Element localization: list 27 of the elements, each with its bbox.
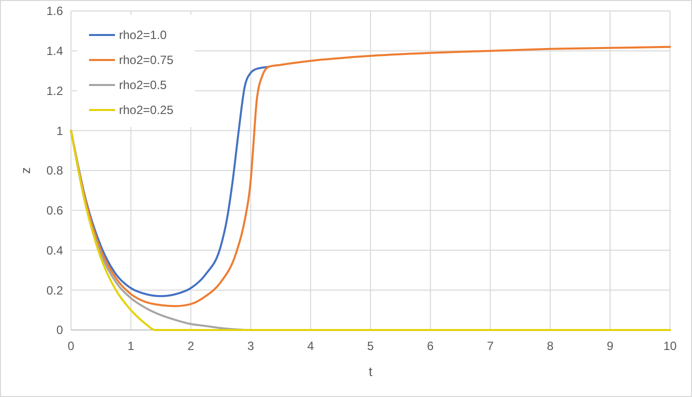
x-tick-label: 3 <box>247 339 254 353</box>
y-tick-label: 0.6 <box>46 204 64 218</box>
y-tick-label: 1.2 <box>46 84 64 98</box>
x-tick-label: 10 <box>663 339 677 353</box>
legend-label: rho2=0.75 <box>119 53 174 68</box>
x-tick-label: 6 <box>427 339 434 353</box>
y-tick-label: 1.4 <box>46 44 64 58</box>
line-series <box>70 46 671 308</box>
x-axis-title: t <box>368 364 373 379</box>
x-tick-label: 2 <box>187 339 194 353</box>
y-tick-label: 0.2 <box>46 283 64 298</box>
x-tick-label: 7 <box>486 339 494 353</box>
x-tick-label: 1 <box>128 339 135 353</box>
x-tick-label: 8 <box>546 339 554 353</box>
legend-label: rho2=0.25 <box>119 103 174 118</box>
x-tick-label: 4 <box>307 339 314 353</box>
x-tick-label: 5 <box>367 339 374 353</box>
y-tick-label: 0.4 <box>46 243 64 258</box>
x-tick-label: 0 <box>68 339 75 353</box>
y-tick-label: 0.8 <box>46 164 64 178</box>
legend-label: rho2=0.5 <box>119 78 168 92</box>
x-tick-label: 9 <box>606 339 614 353</box>
legend-label: rho2=1.0 <box>119 28 168 42</box>
y-tick-label: 0 <box>56 323 64 338</box>
y-tick-label: 1 <box>56 124 64 138</box>
y-axis-title: z <box>18 167 33 174</box>
y-tick-label: 1.6 <box>46 4 64 18</box>
